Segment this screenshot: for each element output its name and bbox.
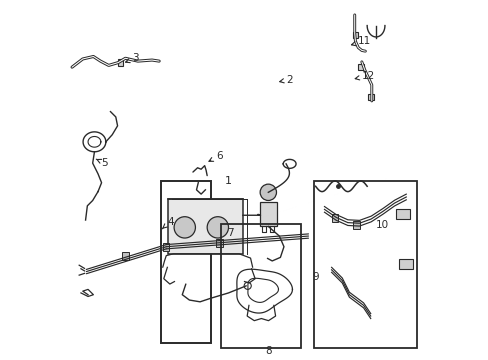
Bar: [358, 64, 363, 70]
Bar: [117, 59, 122, 66]
Bar: [163, 243, 169, 251]
Text: 7: 7: [227, 228, 234, 238]
Text: 1: 1: [224, 176, 231, 186]
Bar: [367, 94, 373, 100]
Text: 8: 8: [264, 346, 271, 356]
Bar: [259, 202, 276, 226]
Bar: [161, 181, 210, 343]
Bar: [313, 181, 416, 348]
Text: 10: 10: [375, 220, 388, 230]
Bar: [352, 221, 359, 229]
Bar: [216, 239, 223, 247]
Text: 2: 2: [279, 75, 292, 85]
Text: 12: 12: [354, 71, 374, 81]
Text: 4: 4: [162, 217, 173, 229]
Text: 3: 3: [125, 53, 139, 63]
Circle shape: [174, 217, 195, 238]
Bar: [398, 259, 412, 269]
Text: 11: 11: [351, 36, 371, 46]
Bar: [122, 252, 128, 260]
Text: 9: 9: [312, 271, 319, 282]
Bar: [395, 210, 409, 219]
Bar: [352, 32, 357, 38]
Circle shape: [260, 184, 276, 201]
Bar: [221, 224, 301, 348]
Bar: [168, 199, 242, 254]
Circle shape: [207, 217, 228, 238]
Text: 5: 5: [96, 158, 108, 168]
Text: 6: 6: [208, 151, 222, 161]
Bar: [331, 214, 338, 222]
